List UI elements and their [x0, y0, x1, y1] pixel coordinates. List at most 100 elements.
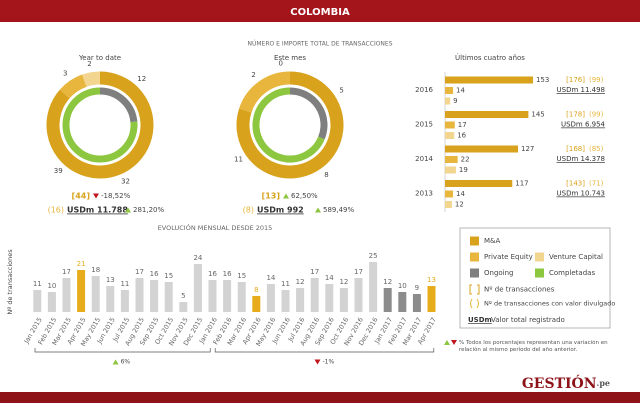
bar-value: 22: [461, 156, 470, 164]
amount-label: USDm 14.378: [557, 155, 606, 163]
trend-arrow: [314, 359, 321, 365]
year-label: 2014: [415, 155, 433, 163]
donut-segment: [236, 71, 344, 179]
bar: [237, 282, 246, 312]
up-arrow: [444, 340, 450, 345]
bar-value: 14: [325, 274, 334, 282]
donut-segment: [99, 87, 138, 123]
legend-swatch: [470, 252, 479, 262]
legend-usdm: USDm: [468, 316, 492, 324]
bar-value: 8: [254, 286, 258, 294]
bar: [208, 280, 217, 312]
donut-label: 5: [339, 87, 343, 95]
bracket-icon: [469, 284, 480, 295]
year-label: 2013: [415, 190, 433, 198]
trend-arrow: [315, 207, 321, 213]
donut-segment: [289, 87, 328, 140]
header-title: COLOMBIA: [290, 7, 350, 18]
value-count: (16): [48, 206, 64, 215]
disclosed-label: (85): [589, 145, 604, 153]
donut-segment: [46, 71, 154, 179]
legend-label: Ongoing: [484, 269, 514, 277]
comparison-label: -1%: [323, 359, 335, 366]
bar-value: 24: [193, 254, 202, 262]
bar: [106, 286, 115, 312]
value-change: 589,49%: [323, 206, 354, 214]
bar: [445, 121, 455, 129]
bracket: [214, 348, 435, 353]
bracket: [34, 348, 211, 353]
bar: [383, 288, 392, 312]
down-arrow: [451, 340, 457, 345]
donut-label: 0: [279, 60, 283, 68]
total-label: [176]: [566, 76, 585, 84]
legend-label: Nº de transacciones: [484, 286, 555, 294]
donut-label: 12: [137, 75, 146, 83]
donut-label: 11: [234, 155, 243, 163]
bar: [266, 284, 275, 312]
bar: [310, 278, 319, 312]
subtitle: NÚMERO E IMPORTE TOTAL DE TRANSACCIONES: [247, 41, 392, 48]
bar-title: EVOLUCIÓN MENSUAL DESDE 2015: [158, 223, 273, 232]
bar-value: 17: [135, 268, 144, 276]
trend-arrow: [125, 207, 131, 213]
bar-value: 11: [33, 280, 42, 288]
hbar-title: Últimos cuatro años: [455, 53, 525, 62]
bar: [369, 262, 378, 312]
donut-title: Year to date: [78, 54, 121, 62]
bar: [412, 294, 421, 312]
legend-label: Venture Capital: [549, 253, 603, 261]
bar: [445, 201, 452, 208]
bar: [77, 270, 86, 312]
comparison-label: 6%: [121, 359, 131, 366]
bar-value: 10: [398, 282, 407, 290]
bar: [179, 302, 188, 312]
bar-value: 19: [459, 166, 468, 174]
bar-value: 12: [296, 278, 305, 286]
bar-value: 13: [427, 276, 436, 284]
bar: [325, 284, 334, 312]
amount-label: USDm 11.498: [557, 86, 606, 94]
bar-value: 17: [354, 268, 363, 276]
disclosed-label: (99): [589, 111, 604, 119]
donut-label: 39: [54, 167, 63, 175]
bar: [281, 290, 290, 312]
value-amount: USDm 11.788: [67, 206, 128, 215]
bar-value: 13: [106, 276, 115, 284]
disclosed-label: (71): [589, 180, 604, 188]
bar: [252, 296, 261, 312]
bar-value: 9: [453, 97, 457, 105]
bar: [445, 132, 455, 139]
value-change: 281,20%: [133, 206, 164, 214]
bar: [445, 180, 513, 187]
trend-arrow: [93, 193, 99, 199]
paren-icon: [470, 298, 479, 309]
bar-value: 15: [237, 272, 246, 280]
total-label: [168]: [566, 145, 585, 153]
bar-value: 153: [536, 76, 549, 84]
bar: [445, 166, 456, 174]
value-count: (8): [243, 206, 254, 215]
bar: [445, 111, 529, 118]
bar: [427, 286, 436, 312]
trend-arrow: [112, 359, 119, 365]
bar-value: 21: [77, 260, 86, 268]
bar-value: 11: [281, 280, 290, 288]
bar-value: 16: [457, 132, 466, 140]
bar-value: 17: [62, 268, 71, 276]
bar: [445, 87, 454, 94]
legend-box: [459, 227, 611, 329]
total-change: -18,52%: [101, 192, 131, 200]
total-change: 62,50%: [291, 192, 318, 200]
legend-label: Private Equity: [484, 253, 533, 261]
bar: [445, 76, 533, 84]
bar: [91, 276, 100, 312]
bar: [193, 264, 202, 312]
legend-label: Valor total registrado: [491, 316, 565, 324]
legend-swatch: [535, 268, 544, 278]
legend-swatch: [535, 252, 544, 262]
donut-segment: [252, 87, 325, 163]
donut-label: 2: [251, 71, 255, 79]
legend-label: M&A: [484, 237, 500, 245]
